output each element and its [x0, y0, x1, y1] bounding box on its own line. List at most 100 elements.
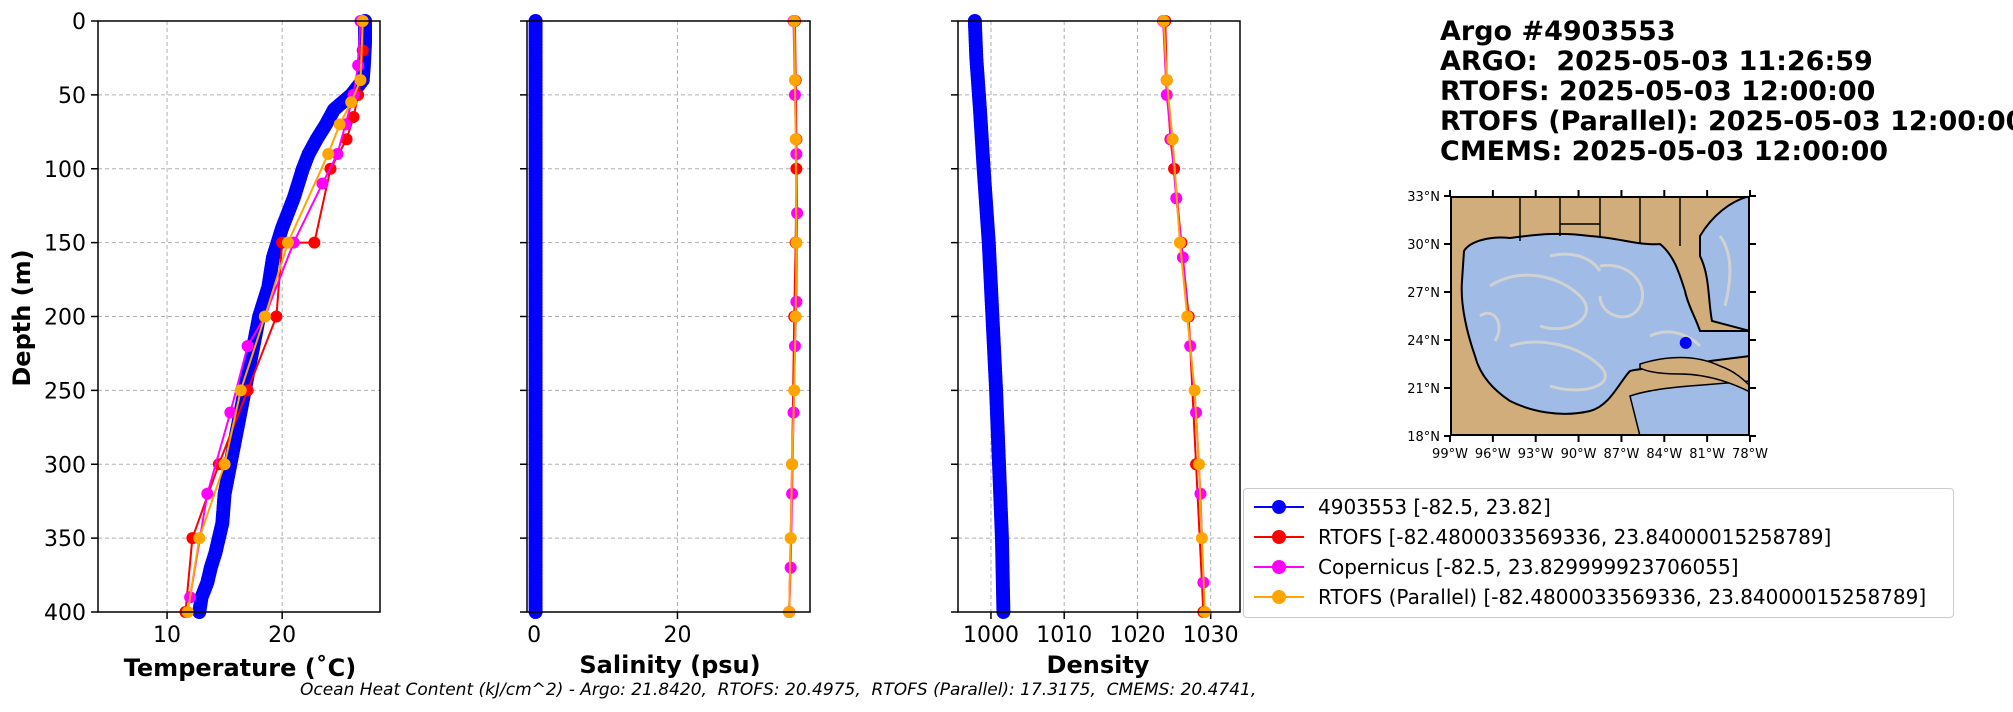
data-point-rtofs-parallel: [354, 74, 367, 87]
legend-symbol-rtofs: [1254, 523, 1304, 551]
legend-label-copernicus: Copernicus [-82.5, 23.829999923706055]: [1318, 555, 1739, 579]
x-tick-label: 1010: [1036, 623, 1092, 648]
map-currents: [1479, 235, 1732, 392]
y-tick-label: 200: [44, 306, 86, 331]
series-group: [967, 14, 1211, 619]
series-group: [528, 14, 804, 619]
title-line-rtofs-parallel-time: RTOFS (Parallel): 2025-05-03 12:00:00: [1440, 106, 2013, 137]
x-tick-label: 10: [153, 623, 181, 648]
map-lat-ticks: 33°N 30°N 27°N 24°N 21°N 18°N: [1407, 190, 1756, 445]
legend-symbol-copernicus: [1254, 553, 1304, 581]
y-tick-label: 400: [44, 601, 86, 626]
data-point-rtofs-parallel: [788, 384, 801, 397]
data-point-rtofs-parallel: [1195, 532, 1208, 545]
map-lon-label: 81°W: [1689, 447, 1725, 462]
title-line-cmems-time: CMEMS: 2025-05-03 12:00:00: [1440, 136, 1889, 167]
legend-symbol-argo: [1254, 493, 1304, 521]
map-state-borders: [1519, 196, 1681, 246]
data-point-rtofs-parallel: [345, 96, 358, 109]
series-group: [179, 14, 373, 619]
data-point-rtofs-parallel: [258, 310, 271, 323]
panel-frame: [526, 20, 811, 613]
legend-item-copernicus: Copernicus [-82.5, 23.829999923706055]: [1254, 553, 1739, 581]
map-caribbean-water: [1629, 380, 1750, 436]
legend-label-rtofs-parallel: RTOFS (Parallel) [-82.4800033569336, 23.…: [1318, 585, 1927, 609]
data-point-rtofs-parallel: [788, 74, 801, 87]
data-point-rtofs-parallel: [322, 147, 335, 160]
y-tick-label: 0: [72, 10, 86, 35]
map-frame: [1450, 196, 1750, 436]
map-lat-label: 18°N: [1407, 430, 1440, 445]
ocean-heat-content-caption: Ocean Heat Content (kJ/cm^2) - Argo: 21.…: [300, 680, 1257, 700]
density-panel: 1000 1010 1020 1030: [951, 14, 1241, 648]
temperature-panel: 0 50 100 150 200 250 300 350 400 10 20: [44, 10, 381, 648]
legend-label-argo: 4903553 [-82.5, 23.82]: [1318, 495, 1551, 519]
y-tick-label: 350: [44, 527, 86, 552]
map-lat-label: 24°N: [1407, 334, 1440, 349]
y-tick-label: 100: [44, 158, 86, 183]
map-lat-label: 27°N: [1407, 286, 1440, 301]
y-tick-label: 150: [44, 232, 86, 257]
map-lon-label: 84°W: [1646, 447, 1682, 462]
data-point-rtofs-parallel: [786, 458, 799, 471]
data-point-rtofs-parallel: [1166, 133, 1179, 146]
map-lon-label: 78°W: [1732, 447, 1768, 462]
data-point-rtofs-parallel: [784, 532, 797, 545]
data-point-rtofs: [347, 111, 360, 124]
title-line-argo-time: ARGO: 2025-05-03 11:26:59: [1440, 46, 1873, 77]
location-map: [1450, 196, 1750, 436]
data-point-rtofs-parallel: [1192, 458, 1205, 471]
map-lat-label: 30°N: [1407, 238, 1440, 253]
legend-item-rtofs-parallel: RTOFS (Parallel) [-82.4800033569336, 23.…: [1254, 583, 1926, 611]
legend-item-rtofs: RTOFS [-82.4800033569336, 23.84000015258…: [1254, 523, 1831, 551]
legend-item-argo: 4903553 [-82.5, 23.82]: [1254, 493, 1551, 521]
data-point-rtofs-parallel: [234, 384, 247, 397]
data-point-copernicus: [1160, 88, 1173, 101]
legend-label-rtofs: RTOFS [-82.4800033569336, 23.84000015258…: [1318, 525, 1832, 549]
data-point-rtofs-parallel: [1181, 310, 1194, 323]
data-point-rtofs: [308, 236, 321, 249]
data-point-rtofs-parallel: [1188, 384, 1201, 397]
data-point-rtofs-parallel: [281, 236, 294, 249]
y-axis-label: Depth (m): [8, 249, 36, 386]
y-tick-label: 250: [44, 379, 86, 404]
x-tick-label: 20: [268, 623, 296, 648]
data-point-rtofs-parallel: [218, 458, 231, 471]
legend-symbol-rtofs-parallel: [1254, 583, 1304, 611]
data-point-rtofs-parallel: [789, 133, 802, 146]
data-point-copernicus: [224, 406, 237, 419]
map-lat-label: 33°N: [1407, 190, 1440, 205]
data-point-rtofs-parallel: [790, 236, 803, 249]
salinity-axis-label: Salinity (psu): [579, 651, 760, 679]
title-line-argo-id: Argo #4903553: [1440, 16, 1676, 47]
map-lon-ticks: 99°W 96°W 93°W 90°W 87°W 84°W 81°W 78°W: [1432, 190, 1768, 462]
y-tick-label: 300: [44, 453, 86, 478]
x-tick-label: 20: [663, 623, 691, 648]
data-point-rtofs-parallel: [789, 310, 802, 323]
salinity-panel: 0 20: [520, 14, 811, 648]
data-point-rtofs-parallel: [1160, 74, 1173, 87]
map-lon-label: 90°W: [1561, 447, 1597, 462]
panel-frame: [957, 20, 1241, 613]
map-lon-label: 96°W: [1475, 447, 1511, 462]
map-lon-label: 99°W: [1432, 447, 1468, 462]
temperature-axis-label: Temperature (˚C): [124, 654, 357, 682]
map-gulf-water: [1460, 232, 1750, 415]
x-tick-label: 0: [527, 623, 541, 648]
data-point-rtofs-parallel: [1173, 236, 1186, 249]
panel-frame: [97, 20, 381, 613]
map-lon-label: 93°W: [1518, 447, 1554, 462]
data-point-copernicus: [201, 487, 214, 500]
title-line-rtofs-time: RTOFS: 2025-05-03 12:00:00: [1440, 76, 1876, 107]
data-point-copernicus: [331, 147, 344, 160]
density-axis-label: Density: [1047, 651, 1150, 679]
data-point-copernicus: [241, 340, 254, 353]
map-lat-label: 21°N: [1407, 382, 1440, 397]
map-cuba: [1639, 356, 1750, 393]
argo-location-marker: [1679, 336, 1692, 349]
y-tick-label: 50: [58, 84, 86, 109]
data-point-rtofs-parallel: [333, 118, 346, 131]
data-point-copernicus: [1176, 251, 1189, 264]
data-point-rtofs: [270, 310, 283, 323]
